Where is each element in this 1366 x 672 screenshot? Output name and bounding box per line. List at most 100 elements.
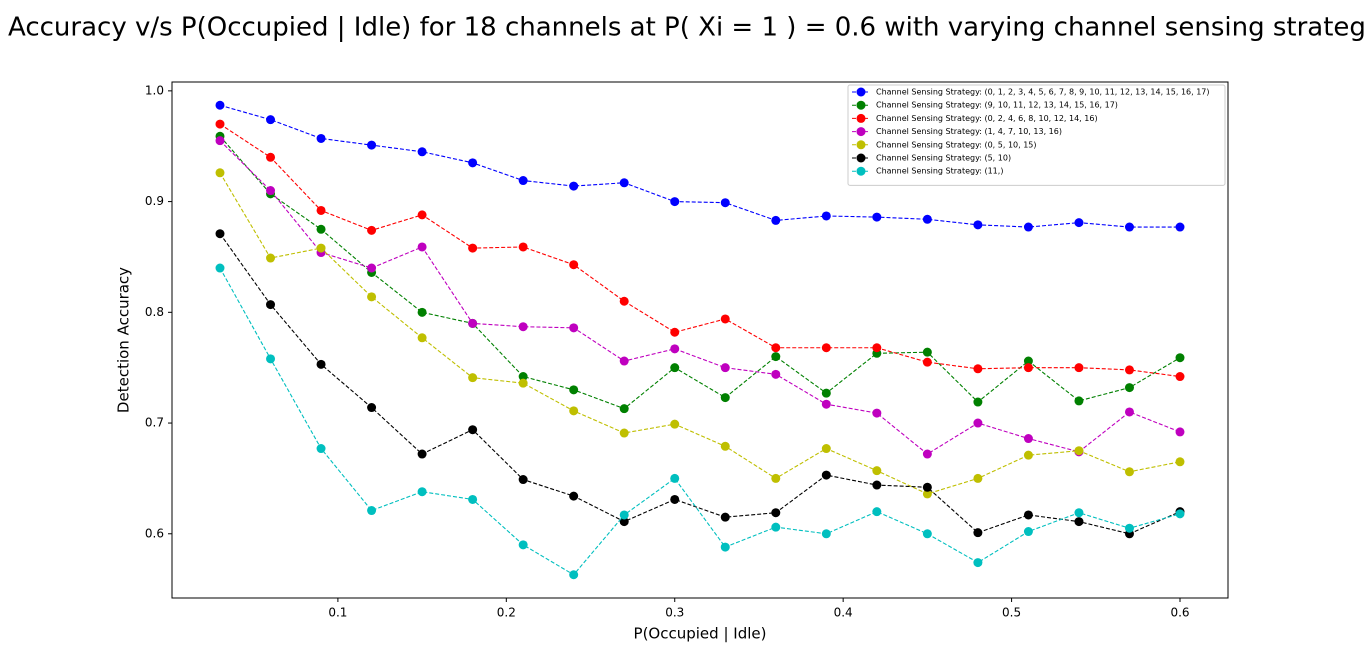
data-point: [821, 388, 831, 398]
legend-marker: [856, 127, 866, 137]
data-point: [973, 558, 983, 568]
y-tick-label: 0.6: [145, 526, 164, 540]
data-point: [619, 404, 629, 414]
data-point: [973, 364, 983, 374]
data-point: [922, 529, 932, 539]
data-point: [367, 506, 377, 516]
data-point: [1175, 222, 1185, 232]
data-point: [1124, 222, 1134, 232]
data-point: [468, 425, 478, 435]
data-point: [1175, 427, 1185, 437]
data-point: [771, 352, 781, 362]
data-point: [367, 225, 377, 235]
data-point: [569, 491, 579, 501]
data-point: [922, 214, 932, 224]
data-point: [821, 343, 831, 353]
data-point: [518, 372, 528, 382]
data-point: [417, 210, 427, 220]
legend-marker: [856, 153, 866, 163]
data-point: [215, 136, 225, 146]
data-point: [1175, 372, 1185, 382]
data-point: [417, 147, 427, 157]
data-point: [1023, 510, 1033, 520]
data-point: [1074, 396, 1084, 406]
data-point: [973, 220, 983, 230]
data-point: [417, 449, 427, 459]
data-point: [973, 473, 983, 483]
data-point: [619, 517, 629, 527]
y-tick-label: 1.0: [145, 83, 164, 97]
data-point: [973, 397, 983, 407]
data-point: [468, 318, 478, 328]
data-point: [771, 369, 781, 379]
legend-marker: [856, 140, 866, 150]
data-point: [1124, 365, 1134, 375]
data-point: [468, 243, 478, 253]
data-point: [670, 197, 680, 207]
data-point: [1175, 457, 1185, 467]
legend-box: [847, 84, 1226, 186]
series-line: [219, 104, 1180, 228]
data-point: [367, 403, 377, 413]
data-point: [266, 115, 276, 125]
legend-marker: [856, 166, 866, 176]
data-point: [1074, 363, 1084, 373]
legend-label: Channel Sensing Strategy: (1, 4, 7, 10, …: [876, 127, 1062, 136]
data-point: [215, 168, 225, 178]
data-point: [771, 343, 781, 353]
data-point: [569, 570, 579, 580]
x-tick-label: 0.4: [834, 606, 853, 620]
data-point: [619, 356, 629, 366]
plot-frame: [171, 81, 1229, 599]
y-axis-label: Detection Accuracy: [115, 267, 133, 413]
data-point: [1124, 407, 1134, 417]
data-point: [1023, 450, 1033, 460]
data-point: [367, 140, 377, 150]
legend-label: Channel Sensing Strategy: (9, 10, 11, 12…: [876, 101, 1118, 110]
data-point: [367, 292, 377, 302]
x-tick-label: 0.2: [497, 606, 516, 620]
data-point: [266, 354, 276, 364]
data-point: [872, 212, 882, 222]
x-tick-label: 0.1: [328, 606, 347, 620]
data-point: [619, 296, 629, 306]
data-point: [771, 473, 781, 483]
data-point: [518, 242, 528, 252]
legend-marker: [856, 113, 866, 123]
data-point: [569, 260, 579, 270]
data-point: [619, 510, 629, 520]
data-point: [973, 418, 983, 428]
x-tick-label: 0.5: [1002, 606, 1021, 620]
data-point: [569, 181, 579, 191]
data-point: [720, 393, 730, 403]
data-point: [670, 419, 680, 429]
data-point: [1175, 509, 1185, 519]
data-point: [316, 205, 326, 215]
data-point: [468, 494, 478, 504]
data-point: [922, 449, 932, 459]
x-axis-label: P(Occupied | Idle): [634, 625, 767, 643]
data-point: [973, 528, 983, 538]
data-point: [872, 507, 882, 517]
data-point: [922, 482, 932, 492]
data-point: [266, 152, 276, 162]
data-point: [771, 215, 781, 225]
data-point: [1124, 523, 1134, 533]
data-point: [821, 529, 831, 539]
data-point: [720, 441, 730, 451]
data-point: [1023, 527, 1033, 537]
series-line: [219, 233, 1181, 535]
data-point: [266, 186, 276, 196]
legend: Channel Sensing Strategy: (0, 1, 2, 3, 4…: [847, 84, 1226, 186]
data-point: [316, 224, 326, 234]
data-point: [417, 242, 427, 252]
data-point: [1124, 467, 1134, 477]
data-point: [872, 480, 882, 490]
data-point: [215, 119, 225, 129]
legend-marker: [856, 100, 866, 110]
data-point: [518, 322, 528, 332]
data-point: [518, 378, 528, 388]
data-point: [1023, 363, 1033, 373]
